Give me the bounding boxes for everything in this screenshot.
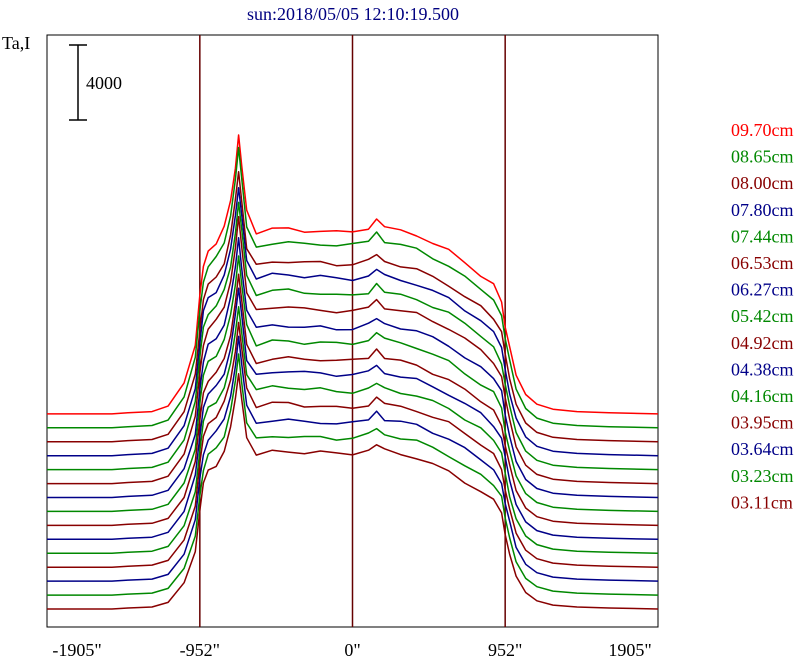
series-line-04.38cm [47, 287, 659, 541]
legend-entry: 03.95cm [731, 413, 794, 433]
legend-entry: 03.64cm [731, 439, 794, 459]
legend-entry: 06.53cm [731, 253, 794, 273]
series-line-09.70cm [47, 134, 659, 415]
x-tick-label: -1905" [52, 640, 101, 660]
scale-bar: 4000 [69, 44, 122, 121]
series-line-05.42cm [47, 255, 659, 513]
series-line-04.92cm [47, 273, 659, 527]
x-tick-label: -952" [180, 640, 220, 660]
scale-bar-label: 4000 [86, 73, 122, 93]
legend-entry: 09.70cm [731, 120, 794, 140]
legend-entry: 07.80cm [731, 200, 794, 220]
legend-entry: 07.44cm [731, 226, 794, 246]
legend-entry: 04.92cm [731, 333, 794, 353]
legend: 09.70cm 08.65cm 08.00cm 07.80cm 07.44cm 06.53… [731, 120, 794, 512]
series-line-03.11cm [47, 373, 659, 610]
legend-entry: 03.23cm [731, 466, 794, 486]
series-line-06.53cm [47, 215, 659, 485]
legend-entry: 08.65cm [731, 147, 794, 167]
series-layer [47, 134, 659, 610]
series-line-07.44cm [47, 201, 659, 471]
chart-title: sun:2018/05/05 12:10:19.500 [247, 4, 459, 24]
legend-entry: 04.38cm [731, 359, 794, 379]
series-line-03.64cm [47, 335, 659, 582]
series-line-03.95cm [47, 321, 659, 568]
legend-entry: 03.11cm [731, 492, 793, 512]
legend-entry: 08.00cm [731, 173, 794, 193]
series-line-08.00cm [47, 170, 659, 443]
x-tick-labels: -1905" -952" 0" 952" 1905" [52, 640, 651, 660]
y-axis-label: Ta,I [2, 33, 30, 53]
series-line-08.65cm [47, 146, 659, 429]
series-line-06.27cm [47, 236, 659, 499]
x-tick-label: 1905" [608, 640, 651, 660]
x-tick-label: 0" [344, 640, 360, 660]
legend-entry: 04.16cm [731, 386, 794, 406]
series-line-07.80cm [47, 187, 659, 457]
x-tick-label: 952" [488, 640, 522, 660]
legend-entry: 06.27cm [731, 280, 794, 300]
series-line-03.23cm [47, 353, 659, 596]
series-line-04.16cm [47, 306, 659, 555]
legend-entry: 05.42cm [731, 306, 794, 326]
